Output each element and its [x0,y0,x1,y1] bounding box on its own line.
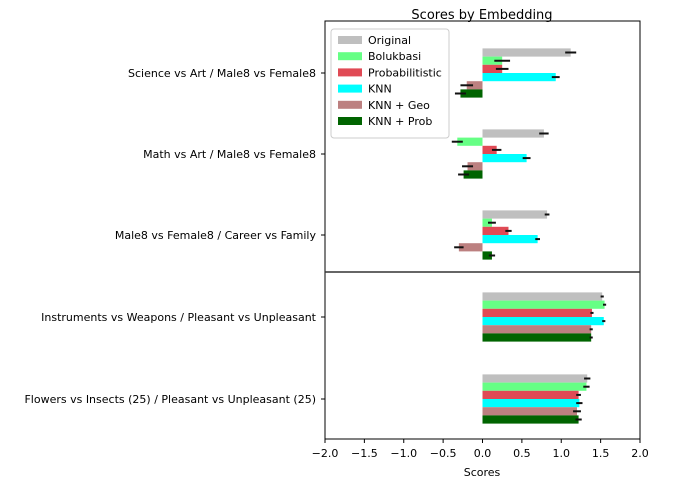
y-tick-label: Math vs Art / Male8 vs Female8 [143,148,316,161]
legend-swatch [338,84,362,93]
bar [482,407,577,416]
x-tick-label: −2.0 [312,447,339,460]
legend-label: Bolukbasi [368,50,421,63]
bar [482,145,497,154]
legend-swatch [338,52,362,61]
legend-swatch [338,36,362,44]
bar [460,89,483,98]
bar [482,154,527,163]
legend-label: Original [368,34,411,47]
bar [482,129,544,138]
bar [482,325,592,334]
legend-label: KNN + Prob [368,115,432,128]
bar [482,226,509,235]
bar [466,81,483,90]
legend-swatch [338,117,362,125]
bar [457,137,483,146]
x-tick-label: −0.5 [430,447,457,460]
bar [482,374,588,383]
y-tick-label: Male8 vs Female8 / Career vs Family [115,229,317,242]
bar [482,210,548,219]
y-tick-label: Science vs Art / Male8 vs Female8 [128,67,316,80]
y-axis: Science vs Art / Male8 vs Female8 Math vs… [24,67,325,406]
bar [482,48,571,57]
bar [467,162,483,171]
legend: Original Bolukbasi Probabilitistic KNN KNN +… [330,28,450,139]
bar [482,308,592,317]
bar [482,399,580,408]
bar [482,56,503,65]
chart-title: Scores by Embedding [411,8,552,23]
bar [463,170,483,179]
x-tick-label: 2.0 [631,447,649,460]
bar [482,390,579,399]
bar [482,382,587,391]
bar [482,415,579,424]
y-tick-label: Flowers vs Insects (25) / Pleasant vs Un… [24,393,316,406]
bar [482,292,603,301]
legend-swatch [338,68,362,77]
bar [482,235,538,244]
x-axis: −2.0 −1.5 −1.0 −0.5 0.0 0.5 1.0 1.5 2.0 [312,439,649,460]
bar [482,251,492,260]
bar [482,73,556,82]
bar [482,64,503,73]
y-tick-label: Instruments vs Weapons / Pleasant vs Unp… [41,311,317,324]
x-tick-label: 1.0 [553,447,571,460]
bar [482,218,492,227]
x-tick-label: 0.0 [474,447,492,460]
legend-label: KNN [368,83,392,96]
legend-label: KNN + Geo [368,99,430,112]
x-tick-label: −1.0 [390,447,417,460]
bar [458,243,483,252]
x-tick-label: 0.5 [513,447,531,460]
x-axis-label: Scores [464,466,501,479]
bar [482,300,605,309]
legend-swatch [338,100,362,109]
bars-layer [451,48,607,424]
x-tick-label: 1.5 [592,447,610,460]
x-tick-label: −1.5 [351,447,378,460]
legend-label: Probabilitistic [368,66,442,79]
bar [482,333,592,342]
bar [482,317,604,326]
